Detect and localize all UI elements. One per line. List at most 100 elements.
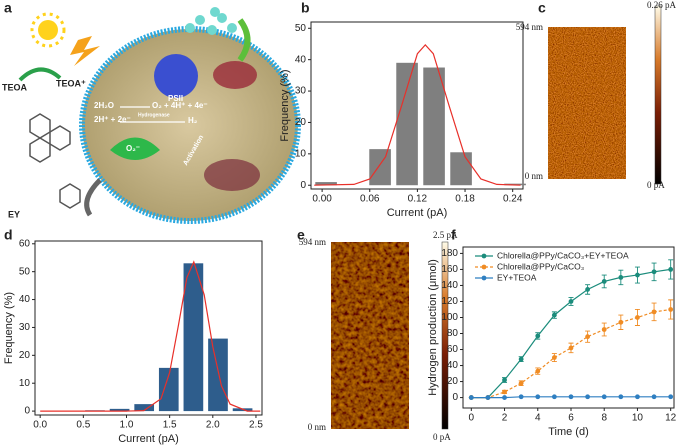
x-tick-label: 10 <box>632 413 644 424</box>
bar <box>423 67 445 186</box>
point <box>601 327 607 332</box>
y-tick-label: 50 <box>295 23 307 34</box>
panel-label: d <box>4 227 13 243</box>
label: 2H₂O <box>94 101 114 110</box>
x-tick-label: 0.24 <box>503 194 523 205</box>
organelle <box>213 61 257 89</box>
hydrogen-bubbles <box>185 7 237 35</box>
x-tick-label: 0.5 <box>76 420 90 431</box>
x-tick-label: 2.5 <box>249 420 263 431</box>
point <box>585 334 591 340</box>
colorbar-label: 0 pA <box>647 180 665 190</box>
x-tick-label: 1.5 <box>163 420 177 431</box>
point <box>668 307 674 312</box>
point <box>601 279 607 284</box>
label: EY <box>8 209 20 219</box>
point <box>618 275 624 280</box>
sun <box>38 20 58 40</box>
x-tick-label: 0.00 <box>312 194 332 205</box>
bar <box>183 263 204 412</box>
legend-label: Chlorella@PPy/CaCO₃ <box>497 261 584 271</box>
point <box>568 299 574 304</box>
illustration: a TEOA TEOA⁺ EY PSII 2H₂O O₂ + 4H⁺ + 4e⁻… <box>2 0 301 224</box>
y-tick-label: 100 <box>441 312 458 323</box>
series-line <box>471 308 671 399</box>
point <box>635 272 640 278</box>
point <box>468 395 474 400</box>
colorbar <box>654 5 662 185</box>
y-axis-title: Frequency (%) <box>3 292 15 364</box>
point <box>585 287 591 292</box>
x-tick-label: 0.06 <box>360 194 380 205</box>
point <box>518 394 524 400</box>
arrow <box>18 67 62 82</box>
y-tick-label: 40 <box>295 54 307 65</box>
label: 2H⁺ + 2e⁻ <box>94 115 131 124</box>
panel-label: f <box>451 227 456 243</box>
colorbar-label: 2.5 pA <box>433 230 458 240</box>
y-tick-label: 80 <box>447 328 459 339</box>
x-tick-label: 2.0 <box>206 420 220 431</box>
y-axis-title: Hydrogen production (μmol) <box>427 259 439 396</box>
y-tick-label: 0 <box>452 392 458 403</box>
legend-marker <box>481 264 487 270</box>
sun-rays <box>30 12 66 48</box>
point <box>485 395 491 400</box>
current-map <box>548 27 626 179</box>
x-tick-label: 8 <box>601 413 607 424</box>
y-tick-label: 50 <box>19 266 31 277</box>
point <box>502 389 507 395</box>
nucleus <box>154 54 198 98</box>
chart: 0.0 0.5 1.0 1.5 2.0 2.5 0 10 20 30 40 50 60 Current (… <box>3 238 263 444</box>
y-tick-label: 0 <box>24 406 30 417</box>
x-tick-label: 2 <box>502 413 508 424</box>
label: O₂⁻ <box>126 144 140 153</box>
y-tick-label: 60 <box>19 238 31 249</box>
point <box>618 319 624 325</box>
point <box>585 394 591 400</box>
point <box>568 394 574 400</box>
lightning <box>70 36 100 66</box>
label: PSII <box>168 94 183 103</box>
x-tick-label: 12 <box>665 413 677 424</box>
map-e: e 594 nm 0 nm 2.5 pA 0 pA <box>297 227 458 442</box>
chart: 0.00 0.06 0.12 0.18 0.24 0 10 20 30 40 50 Current (… <box>279 21 526 219</box>
map-c: c 594 nm 0 nm 0.26 pA 0 pA <box>516 0 677 190</box>
point <box>551 355 557 360</box>
fit-curve <box>40 260 261 412</box>
y-tick-label: 160 <box>441 264 458 275</box>
y-tick-label: 20 <box>19 350 31 361</box>
point <box>668 394 674 400</box>
y-tick-label: 40 <box>447 360 459 371</box>
x-tick-label: 0.0 <box>33 420 47 431</box>
x-axis-title: Current (pA) <box>118 433 179 445</box>
bar <box>450 152 472 186</box>
label: TEOA⁺ <box>56 78 86 88</box>
x-tick-label: 1.0 <box>120 420 134 431</box>
axis-label: 594 nm <box>299 237 326 247</box>
series-line <box>471 268 671 399</box>
label: O₂ + 4H⁺ + 4e⁻ <box>152 101 208 110</box>
point <box>651 269 657 275</box>
axis-label: 0 nm <box>525 171 543 181</box>
point <box>502 377 507 383</box>
molecule <box>29 113 81 209</box>
axis-label: 0 nm <box>308 422 326 432</box>
legend-marker <box>481 275 487 281</box>
chloroplast <box>110 137 160 160</box>
y-tick-label: 140 <box>441 280 458 291</box>
y-tick-label: 20 <box>295 117 307 128</box>
axis-label: 594 nm <box>516 22 543 32</box>
x-tick-label: 0 <box>469 413 475 424</box>
y-tick-label: 30 <box>19 322 31 333</box>
x-tick-label: 0.18 <box>455 194 475 205</box>
bar <box>208 338 228 412</box>
point <box>635 315 640 320</box>
point <box>568 345 574 351</box>
point <box>535 394 541 400</box>
y-tick-label: 10 <box>295 148 307 159</box>
legend-marker <box>481 253 487 259</box>
colorbar-label: 0 pA <box>433 432 451 442</box>
